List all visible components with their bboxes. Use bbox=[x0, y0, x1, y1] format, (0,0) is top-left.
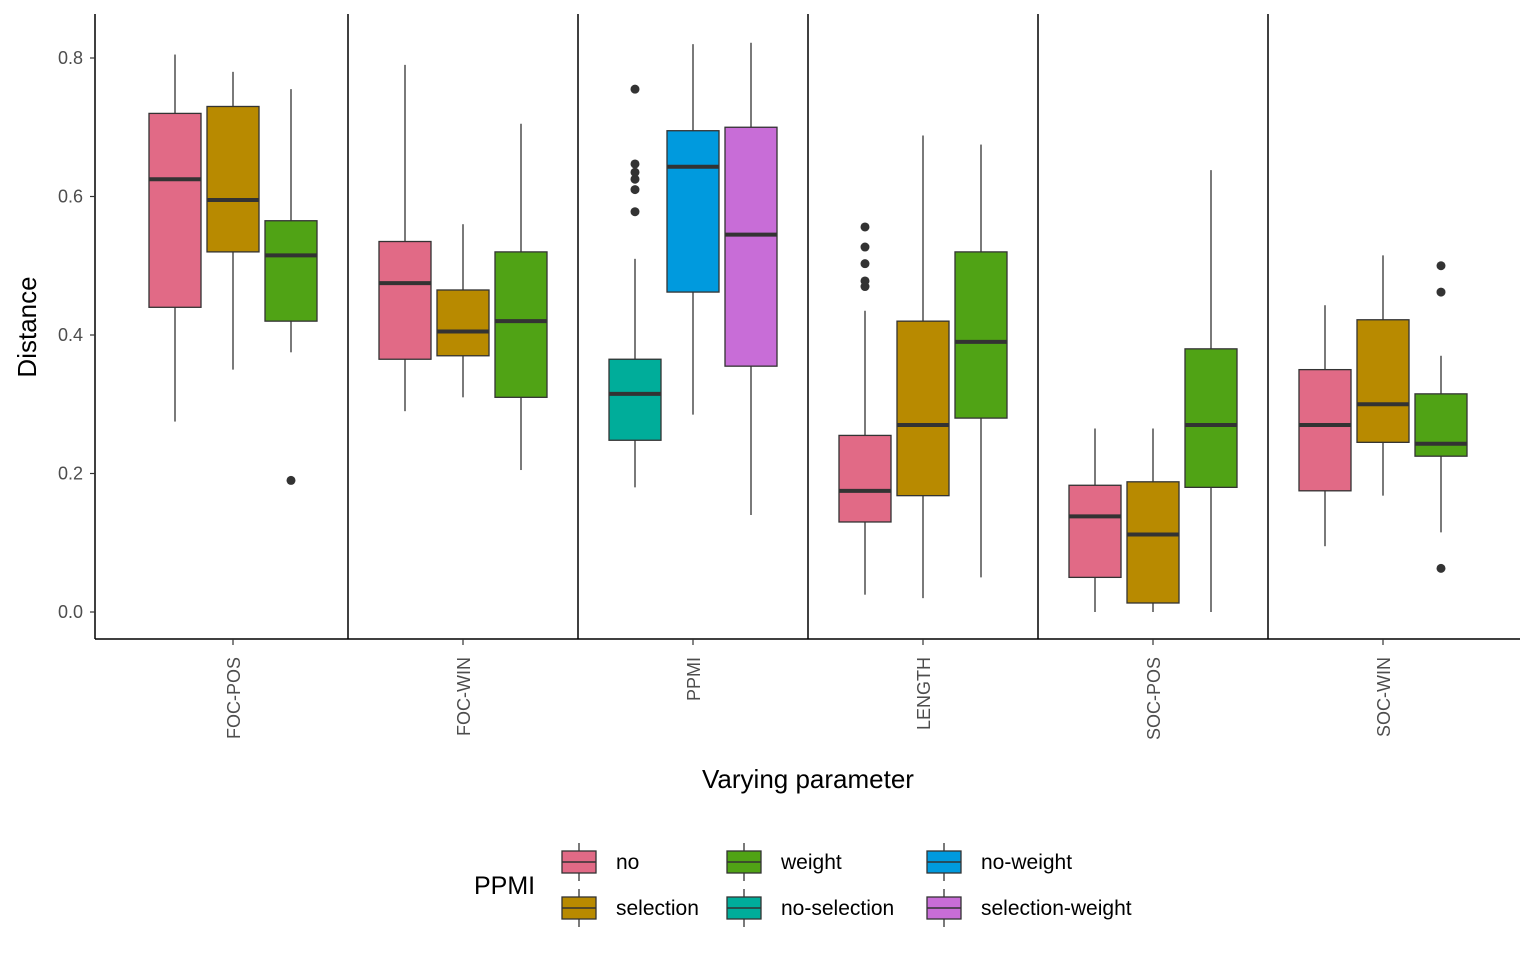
outlier-point bbox=[1436, 287, 1446, 297]
outlier-point bbox=[860, 276, 870, 286]
box-foc-pos-weight bbox=[264, 89, 318, 485]
box-iqr bbox=[608, 358, 662, 441]
box-iqr bbox=[1298, 368, 1352, 492]
y-axis-title: Distance bbox=[12, 276, 42, 377]
box-iqr bbox=[1414, 393, 1468, 457]
box-iqr bbox=[896, 320, 950, 497]
legend-item-no: no bbox=[561, 843, 639, 881]
box-soc-pos-selection bbox=[1126, 428, 1180, 612]
x-ticks: FOC-POS FOC-WIN PPMI LENGTH SOC-POS SOC-WIN bbox=[224, 639, 1394, 740]
box-iqr bbox=[1356, 319, 1410, 443]
outlier-point bbox=[630, 174, 640, 184]
outlier-point bbox=[630, 167, 640, 177]
box-foc-win-selection bbox=[436, 224, 490, 398]
legend-item-selection-weight: selection-weight bbox=[926, 889, 1132, 927]
x-tick-label: LENGTH bbox=[914, 657, 934, 730]
legend-title: PPMI bbox=[474, 872, 535, 900]
box-iqr bbox=[264, 220, 318, 322]
x-tick-label: SOC-WIN bbox=[1374, 657, 1394, 737]
outlier-point bbox=[860, 222, 870, 232]
box-soc-win-weight bbox=[1414, 261, 1468, 573]
legend-item-no-selection: no-selection bbox=[726, 889, 894, 927]
y-tick-label: 0.8 bbox=[58, 48, 83, 68]
x-tick-label: FOC-WIN bbox=[454, 657, 474, 736]
box-iqr bbox=[494, 251, 548, 398]
boxes-layer bbox=[148, 42, 1468, 612]
outlier-point bbox=[630, 185, 640, 195]
outlier-point bbox=[630, 207, 640, 217]
legend-item-weight: weight bbox=[726, 843, 842, 881]
box-foc-pos-no bbox=[148, 54, 202, 422]
box-length-selection bbox=[896, 135, 950, 599]
box-foc-pos-selection bbox=[206, 71, 260, 370]
box-iqr bbox=[666, 130, 720, 293]
box-iqr bbox=[378, 240, 432, 360]
y-tick-label: 0.0 bbox=[58, 602, 83, 622]
outlier-point bbox=[860, 242, 870, 252]
legend-label: selection-weight bbox=[981, 897, 1132, 920]
legend-item-no-weight: no-weight bbox=[926, 843, 1072, 881]
box-ppmi-selection-weight bbox=[724, 42, 778, 516]
legend-item-selection: selection bbox=[561, 889, 699, 927]
outlier-point bbox=[1436, 261, 1446, 271]
x-tick-label: PPMI bbox=[684, 657, 704, 701]
x-tick-label: SOC-POS bbox=[1144, 657, 1164, 740]
x-axis-title: Varying parameter bbox=[702, 764, 914, 794]
box-iqr bbox=[954, 251, 1008, 419]
outlier-point bbox=[860, 259, 870, 269]
legend-label: weight bbox=[780, 851, 842, 874]
x-tick-label: FOC-POS bbox=[224, 657, 244, 739]
box-iqr bbox=[838, 434, 892, 523]
axes bbox=[94, 14, 1520, 640]
box-ppmi-no-weight bbox=[666, 44, 720, 415]
box-iqr bbox=[1068, 484, 1122, 579]
box-soc-win-selection bbox=[1356, 255, 1410, 496]
outlier-point bbox=[1436, 563, 1446, 573]
panel-separators bbox=[347, 14, 1269, 639]
outlier-point bbox=[630, 84, 640, 94]
outlier-point bbox=[630, 159, 640, 169]
y-ticks: 0.0 0.2 0.4 0.6 0.8 bbox=[58, 48, 95, 622]
box-iqr bbox=[1184, 348, 1238, 489]
box-soc-pos-weight bbox=[1184, 170, 1238, 612]
y-tick-label: 0.6 bbox=[58, 187, 83, 207]
box-length-weight bbox=[954, 144, 1008, 578]
box-iqr bbox=[1126, 481, 1180, 604]
legend-label: selection bbox=[616, 897, 699, 920]
box-ppmi-no-selection bbox=[608, 84, 662, 488]
box-soc-win-no bbox=[1298, 305, 1352, 547]
box-iqr bbox=[724, 126, 778, 367]
box-foc-win-weight bbox=[494, 123, 548, 471]
y-tick-label: 0.2 bbox=[58, 464, 83, 484]
box-length-no bbox=[838, 222, 892, 595]
box-foc-win-no bbox=[378, 64, 432, 412]
box-iqr bbox=[206, 105, 260, 253]
legend-label: no bbox=[616, 851, 639, 874]
legend-label: no-weight bbox=[981, 851, 1072, 874]
box-iqr bbox=[436, 289, 490, 357]
box-soc-pos-no bbox=[1068, 428, 1122, 612]
legend: PPMI no selection weight no-selection no-wei… bbox=[474, 843, 1132, 927]
y-tick-label: 0.4 bbox=[58, 325, 83, 345]
legend-label: no-selection bbox=[781, 897, 894, 920]
box-iqr bbox=[148, 112, 202, 308]
outlier-point bbox=[286, 475, 296, 485]
